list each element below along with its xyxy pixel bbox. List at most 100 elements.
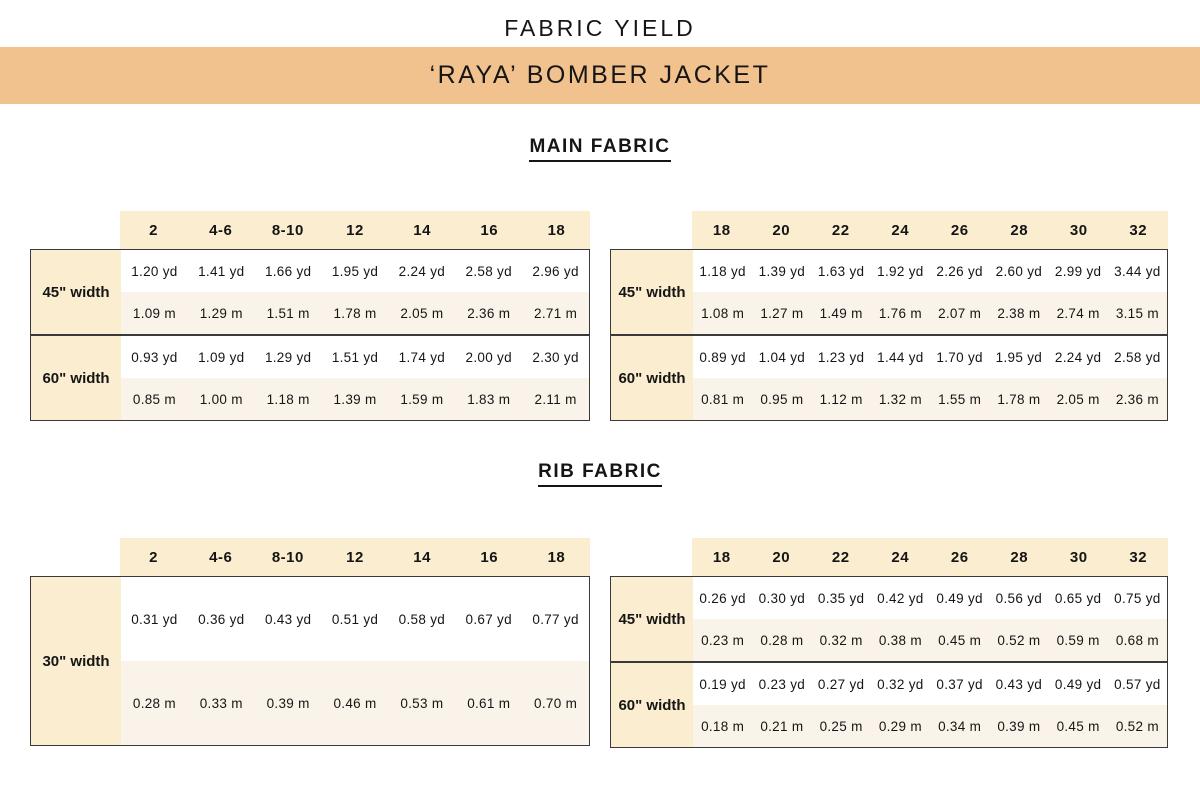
yield-value-cell: 1.23 yd [817,349,865,365]
yield-value-cell: 1.32 m [878,391,922,407]
yield-value-cell: 2.05 m [1056,391,1100,407]
size-header-cell: 26 [930,538,990,576]
yield-value-cell: 3.44 yd [1114,263,1161,279]
size-header-cell: 24 [870,211,930,249]
size-header-cell: 8-10 [254,538,322,576]
yield-value-cell: 0.18 m [701,718,745,734]
size-header-row: 18 20 22 24 26 28 30 32 [610,538,1168,576]
size-header-row: 2 4-6 8-10 12 14 16 18 [30,538,590,576]
yield-value-cell: 1.66 yd [264,263,312,279]
yield-value-cell: 1.76 m [878,305,922,321]
yield-value-cell: 2.26 yd [936,263,983,279]
size-header-row: 2 4-6 8-10 12 14 16 18 [30,211,590,249]
yield-value-cell: 0.23 yd [758,676,806,692]
yield-value-cell: 1.51 yd [331,349,379,365]
yield-value-cell: 0.35 yd [817,590,865,606]
yield-value-cell: 0.70 m [534,695,578,711]
header-spacer [610,538,692,576]
m-row: 1.09 m 1.29 m 1.51 m 1.78 m 2.05 m 2.36 m 2.71… [121,292,589,334]
yield-value-cell: 0.28 m [760,632,804,648]
yield-value-cell: 1.55 m [938,391,982,407]
yield-value-cell: 1.20 yd [131,263,178,279]
yield-value-cell: 0.34 m [938,718,982,734]
yield-value-cell: 0.67 yd [465,611,512,627]
yield-value-cell: 1.63 yd [817,263,865,279]
pattern-name: ‘RAYA’ BOMBER JACKET [429,61,771,89]
m-row: 1.08 m 1.27 m 1.49 m 1.76 m 2.07 m 2.38 m 2.74… [693,292,1167,334]
width-row: 30" width 0.31 yd 0.36 yd 0.43 yd 0.51 yd 0.5… [31,577,589,745]
size-header-cell: 4-6 [187,211,255,249]
yield-value-cell: 0.45 m [1056,718,1100,734]
width-label: 30" width [31,577,121,745]
unit-rows: 1.20 yd 1.41 yd 1.66 yd 1.95 yd 2.24 yd 2.58 … [121,250,589,334]
unit-rows: 0.31 yd 0.36 yd 0.43 yd 0.51 yd 0.58 yd 0.67 … [121,577,589,745]
yield-value-cell: 1.70 yd [936,349,983,365]
m-row: 0.18 m 0.21 m 0.25 m 0.29 m 0.34 m 0.39 m 0.45… [693,705,1167,747]
yield-value-cell: 0.75 yd [1114,590,1161,606]
yield-value-cell: 3.15 m [1115,305,1159,321]
yield-value-cell: 0.85 m [132,391,176,407]
yield-value-cell: 2.36 m [1115,391,1159,407]
yd-row: 0.89 yd 1.04 yd 1.23 yd 1.44 yd 1.70 yd 1.95 … [693,336,1167,378]
width-label: 45" width [31,250,121,334]
yield-value-cell: 1.83 m [467,391,511,407]
size-header-cell: 16 [455,538,523,576]
size-header-cell: 18 [522,538,590,576]
size-header-cell: 14 [388,211,456,249]
unit-rows: 0.26 yd 0.30 yd 0.35 yd 0.42 yd 0.49 yd 0.56 … [693,577,1167,661]
width-label: 60" width [31,336,121,420]
yield-value-cell: 2.58 yd [465,263,512,279]
yield-value-cell: 0.28 m [132,695,176,711]
yield-value-cell: 0.31 yd [131,611,178,627]
header-spacer [30,211,120,249]
yield-value-cell: 2.07 m [938,305,982,321]
size-header-cell: 26 [930,211,990,249]
size-header-cell: 16 [455,211,523,249]
yield-value-cell: 1.78 m [997,391,1041,407]
page-title: FABRIC YIELD [504,15,696,41]
yield-value-cell: 1.27 m [760,305,804,321]
size-header-cell: 18 [692,538,752,576]
yield-value-cell: 2.71 m [534,305,578,321]
yield-value-cell: 1.92 yd [877,263,924,279]
table-body: 45" width 1.18 yd 1.39 yd 1.63 yd 1.92 yd 2.2… [610,249,1168,421]
yield-value-cell: 0.36 yd [198,611,245,627]
yield-value-cell: 2.30 yd [532,349,579,365]
yield-value-cell: 0.95 m [760,391,804,407]
section-heading-rib-fabric: RIB FABRIC [0,461,1200,487]
yield-value-cell: 0.49 yd [936,590,983,606]
unit-rows: 0.19 yd 0.23 yd 0.27 yd 0.32 yd 0.37 yd 0.43 … [693,663,1167,747]
yield-value-cell: 0.93 yd [131,349,178,365]
yd-row: 0.93 yd 1.09 yd 1.29 yd 1.51 yd 1.74 yd 2.00 … [121,336,589,378]
yield-value-cell: 0.27 yd [817,676,865,692]
yield-value-cell: 2.99 yd [1054,263,1102,279]
size-header-cell: 28 [989,211,1049,249]
m-row: 0.81 m 0.95 m 1.12 m 1.32 m 1.55 m 1.78 m 2.05… [693,378,1167,420]
yield-value-cell: 0.58 yd [398,611,446,627]
size-header-cell: 30 [1049,211,1109,249]
header-spacer [30,538,120,576]
yield-value-cell: 0.39 m [997,718,1041,734]
size-header-cell: 12 [321,538,389,576]
yield-value-cell: 2.11 m [534,391,577,407]
header-spacer [610,211,692,249]
yield-value-cell: 2.05 m [400,305,444,321]
yield-value-cell: 0.57 yd [1114,676,1161,692]
yd-row: 1.18 yd 1.39 yd 1.63 yd 1.92 yd 2.26 yd 2.60 … [693,250,1167,292]
yield-value-cell: 0.21 m [760,718,804,734]
main-fabric-table-sizes-2-18: 2 4-6 8-10 12 14 16 18 45" width 1.20 yd 1.41 yd 1… [30,211,590,421]
yield-value-cell: 2.74 m [1056,305,1100,321]
yield-value-cell: 2.60 yd [995,263,1043,279]
yield-value-cell: 1.18 m [266,391,310,407]
yield-value-cell: 2.24 yd [1054,349,1102,365]
yield-value-cell: 2.38 m [997,305,1041,321]
unit-rows: 0.93 yd 1.09 yd 1.29 yd 1.51 yd 1.74 yd 2.00 … [121,336,589,420]
yield-value-cell: 1.09 yd [198,349,245,365]
yield-value-cell: 0.56 yd [995,590,1043,606]
yield-value-cell: 1.29 yd [264,349,312,365]
yield-value-cell: 0.81 m [701,391,745,407]
yield-value-cell: 0.42 yd [877,590,924,606]
width-label: 45" width [611,250,693,334]
yield-value-cell: 1.04 yd [758,349,806,365]
